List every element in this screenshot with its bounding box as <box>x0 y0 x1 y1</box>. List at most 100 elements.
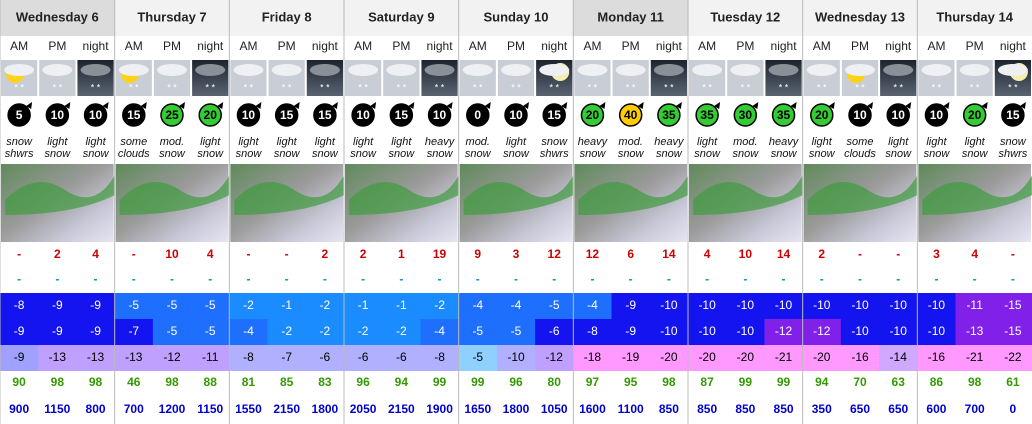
wind-circle <box>733 103 758 127</box>
rain: - <box>629 272 633 286</box>
snowflake: * * <box>970 82 980 92</box>
max_temp-bg <box>573 293 613 319</box>
rain: - <box>896 272 900 286</box>
wind-circle <box>122 103 146 127</box>
cloud-icon <box>4 64 35 76</box>
snowflake: * * <box>702 82 712 92</box>
max_temp: -5 <box>549 298 560 312</box>
summary: snow <box>44 148 71 160</box>
chill-bg <box>229 345 269 371</box>
cloud-icon <box>921 64 952 76</box>
snow: 2 <box>322 247 329 261</box>
snow: 12 <box>548 247 562 261</box>
min_temp: -2 <box>358 324 369 338</box>
day-header: Thursday 7 <box>137 9 206 24</box>
max_temp: -15 <box>1004 298 1022 312</box>
wind-circle <box>962 103 987 127</box>
summary: snow <box>618 148 645 160</box>
day-header: Tuesday 12 <box>710 9 780 24</box>
wind-circle <box>236 103 261 127</box>
max_temp: -10 <box>737 298 755 312</box>
min_temp: -9 <box>52 324 63 338</box>
wind-circle <box>351 103 375 127</box>
min_temp-bg <box>917 319 957 345</box>
wind-arrow <box>523 102 529 109</box>
min_temp: -12 <box>775 324 793 338</box>
summary: light <box>85 136 106 148</box>
rain: - <box>399 272 403 286</box>
summary: snow <box>541 136 568 148</box>
cloud-icon <box>271 64 302 76</box>
max_temp: -10 <box>698 298 716 312</box>
snow: 4 <box>971 247 978 261</box>
rain: - <box>1011 272 1015 286</box>
summary: shwrs <box>540 148 569 160</box>
day-header: Monday 11 <box>597 9 663 24</box>
freezing-level: 850 <box>774 402 794 416</box>
freezing-level: 600 <box>926 402 946 416</box>
wind-speed: 10 <box>242 108 256 122</box>
wind-speed: 10 <box>433 108 447 122</box>
summary: snow <box>159 148 186 160</box>
cloud-icon <box>730 64 761 76</box>
wind-arrow <box>26 102 33 109</box>
wind-arrow <box>446 102 453 109</box>
max_temp-bg <box>993 293 1032 319</box>
summary: heavy <box>578 136 609 148</box>
summary: light <box>697 136 718 148</box>
snow: - <box>17 247 21 261</box>
period-label: PM <box>851 39 869 53</box>
min_temp-bg <box>382 319 421 345</box>
snowflake: * * <box>511 82 521 92</box>
humidity: 94 <box>815 375 829 389</box>
min_temp: -4 <box>434 324 445 338</box>
chill-bg <box>688 345 727 371</box>
max_temp-bg <box>879 293 918 319</box>
wind-circle <box>886 103 910 127</box>
period-label: AM <box>813 39 831 53</box>
min_temp: -5 <box>167 324 178 338</box>
humidity: 96 <box>356 375 370 389</box>
period-label: AM <box>698 39 716 53</box>
wind-circle <box>198 103 222 127</box>
summary: mod. <box>618 136 642 148</box>
chill: -8 <box>434 350 445 364</box>
min_temp: -10 <box>928 324 946 338</box>
min_temp-bg <box>688 319 727 345</box>
min_temp-bg <box>0 319 39 345</box>
cloud-icon <box>997 64 1028 76</box>
day-header: Thursday 14 <box>936 9 1013 24</box>
rain: - <box>246 272 250 286</box>
chill: -13 <box>87 350 105 364</box>
max_temp: -2 <box>243 298 254 312</box>
cloud-icon <box>806 64 837 76</box>
humidity: 87 <box>700 375 714 389</box>
wind-speed: 15 <box>548 108 562 122</box>
wind-speed: 35 <box>777 108 791 122</box>
max_temp-bg <box>840 293 880 319</box>
cloud-icon <box>653 64 684 76</box>
rain: - <box>476 272 480 286</box>
chill: -20 <box>813 350 831 364</box>
max_temp-bg <box>0 293 39 319</box>
rain: - <box>361 272 365 286</box>
summary: snow <box>885 148 912 160</box>
day-header: Sunday 10 <box>483 9 548 24</box>
chill-bg <box>267 345 307 371</box>
period-label: PM <box>966 39 984 53</box>
wind-speed: 15 <box>318 108 332 122</box>
day-header-bg <box>917 0 1032 36</box>
chill: -13 <box>49 350 67 364</box>
wind-circle <box>7 103 31 127</box>
max_temp: -9 <box>90 298 101 312</box>
wind-speed: 20 <box>815 108 829 122</box>
freezing-level: 2050 <box>350 402 377 416</box>
wind-speed: 5 <box>16 108 23 122</box>
wind-speed: 30 <box>739 108 753 122</box>
summary: light <box>926 136 947 148</box>
wind-arrow <box>217 102 224 109</box>
day-header-bg <box>458 0 574 36</box>
chill-bg <box>573 345 613 371</box>
humidity: 90 <box>12 375 26 389</box>
max_temp-bg <box>382 293 421 319</box>
